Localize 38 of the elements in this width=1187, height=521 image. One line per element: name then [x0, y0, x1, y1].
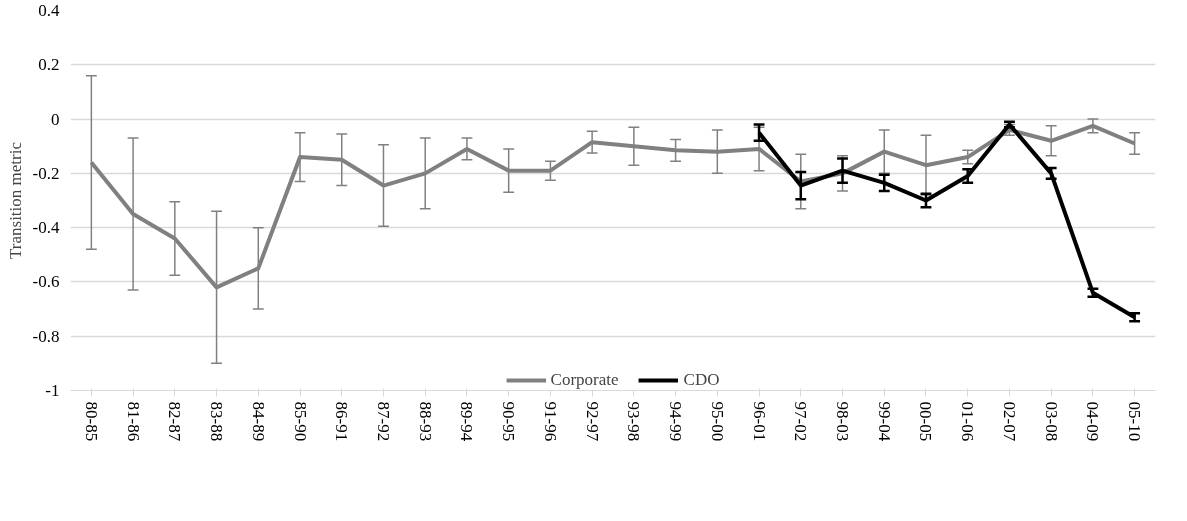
- x-tick-label: 95-00: [707, 401, 727, 442]
- x-tick-label: 00-05: [916, 401, 936, 442]
- y-tick-label: 0.2: [38, 55, 60, 75]
- x-tick-label: 91-96: [540, 401, 560, 442]
- x-tick-label: 01-06: [958, 401, 978, 442]
- y-tick-label: -0.8: [32, 326, 60, 346]
- x-tick-label: 84-89: [248, 401, 268, 442]
- x-tick-label: 93-98: [624, 401, 644, 442]
- legend-label: CDO: [683, 370, 720, 390]
- y-tick-label: 0.4: [38, 1, 60, 20]
- x-tick-label: 81-86: [123, 401, 143, 442]
- x-tick-label: 04-09: [1083, 401, 1103, 442]
- x-tick-label: 96-01: [749, 401, 769, 442]
- legend-label: Corporate: [550, 370, 619, 390]
- x-tick-label: 88-93: [415, 401, 435, 442]
- y-tick-label: -1: [45, 381, 60, 400]
- y-tick-label: -0.4: [32, 218, 60, 238]
- y-tick-label: -0.2: [32, 163, 60, 183]
- x-tick-label: 92-97: [582, 401, 602, 442]
- x-tick-label: 80-85: [81, 401, 101, 442]
- x-tick-label: 90-95: [499, 401, 519, 442]
- x-tick-label: 87-92: [373, 401, 393, 442]
- x-tick-label: 98-03: [833, 401, 853, 442]
- y-tick-label: -0.6: [32, 272, 60, 292]
- x-tick-label: 83-88: [207, 401, 227, 442]
- x-tick-label: 05-10: [1125, 401, 1145, 442]
- x-tick-label: 86-91: [332, 401, 352, 442]
- line-series: [757, 122, 1137, 320]
- y-tick-label: 0: [51, 109, 60, 129]
- x-tick-label: 89-94: [457, 401, 477, 442]
- x-tick-label: 97-02: [791, 401, 811, 442]
- x-tick-label: 85-90: [290, 401, 310, 442]
- y-axis-title: Transition metric: [5, 141, 25, 259]
- x-tick-label: 99-04: [874, 401, 894, 442]
- x-tick-label: 03-08: [1041, 401, 1061, 442]
- x-tick-label: 02-07: [999, 401, 1019, 442]
- x-tick-label: 94-99: [666, 401, 686, 442]
- x-tick-label: 82-87: [165, 401, 185, 442]
